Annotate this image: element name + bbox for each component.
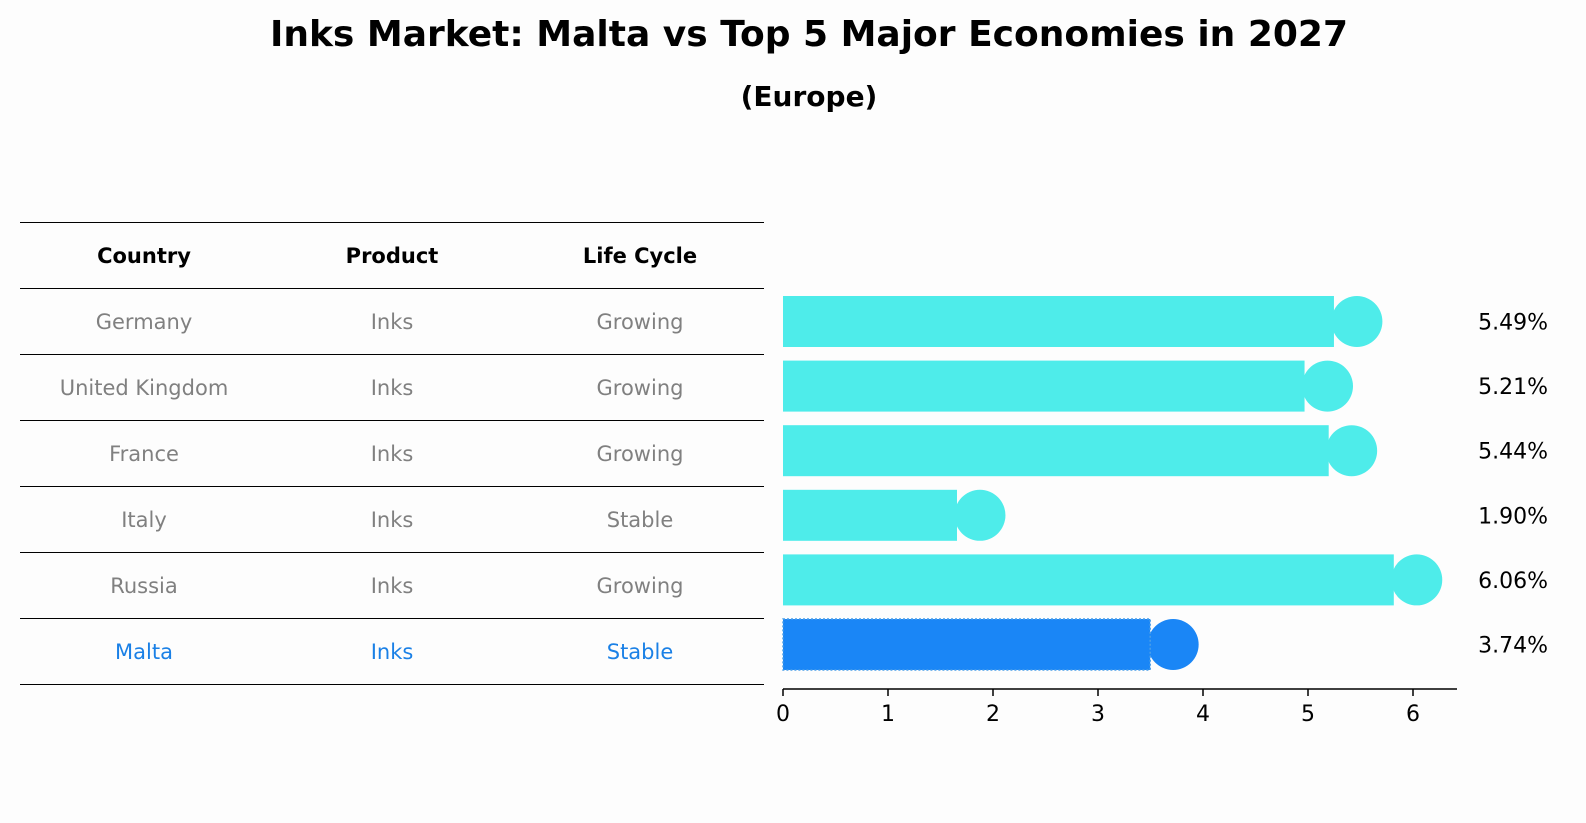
bar-value-label: 5.44%	[1478, 440, 1548, 465]
cell-product: Inks	[268, 486, 516, 553]
table-row-highlight: Malta Inks Stable	[20, 618, 764, 685]
cell-country: Germany	[20, 288, 268, 355]
cell-country: Italy	[20, 486, 268, 553]
bar-value-label: 1.90%	[1478, 504, 1548, 529]
x-tick-label: 3	[1091, 702, 1105, 727]
chart-title: Inks Market: Malta vs Top 5 Major Econom…	[269, 14, 1349, 55]
cell-product: Inks	[268, 288, 516, 355]
x-tick-label: 2	[986, 702, 1000, 727]
table-row: France Inks Growing	[20, 420, 764, 487]
bar-value-label: 5.49%	[1478, 311, 1548, 336]
cell-life-cycle: Stable	[516, 618, 764, 685]
cell-life-cycle: Growing	[516, 552, 764, 619]
bar-value-label: 6.06%	[1478, 569, 1548, 594]
bar-chart: 5.49% 5.21% 5.44% 1.90% 6.06% 3.74% 0 1 2 3 4 5 6	[776, 296, 1548, 727]
bar-value-label: 3.74%	[1478, 634, 1548, 659]
table-row: United Kingdom Inks Growing	[20, 354, 764, 421]
table-header-row: Country Product Life Cycle	[20, 222, 764, 289]
x-tick-label: 1	[881, 702, 895, 727]
table-row: Germany Inks Growing	[20, 288, 764, 355]
cell-product: Inks	[268, 552, 516, 619]
cell-product: Inks	[268, 354, 516, 421]
x-tick-label: 4	[1196, 702, 1210, 727]
cell-life-cycle: Growing	[516, 354, 764, 421]
cell-country: United Kingdom	[20, 354, 268, 421]
bar-france	[783, 425, 1378, 477]
cell-life-cycle: Growing	[516, 288, 764, 355]
data-table: Country Product Life Cycle Germany Inks …	[20, 222, 764, 685]
bar-value-label: 5.21%	[1478, 375, 1548, 400]
chart-subtitle: (Europe)	[740, 80, 878, 113]
x-tick-label: 5	[1301, 702, 1315, 727]
cell-life-cycle: Growing	[516, 420, 764, 487]
cell-product: Inks	[268, 618, 516, 685]
bar-italy	[783, 489, 1006, 541]
cell-life-cycle: Stable	[516, 486, 764, 553]
bar-germany	[783, 296, 1383, 347]
cell-country: France	[20, 420, 268, 487]
x-tick-label: 6	[1406, 702, 1420, 727]
cell-country: Russia	[20, 552, 268, 619]
cell-product: Inks	[268, 420, 516, 487]
table-row: Italy Inks Stable	[20, 486, 764, 553]
x-tick-label: 0	[776, 702, 790, 727]
header-life-cycle: Life Cycle	[516, 222, 764, 289]
cell-country: Malta	[20, 618, 268, 685]
bar-russia	[783, 554, 1443, 606]
header-country: Country	[20, 222, 268, 289]
table-row: Russia Inks Growing	[20, 552, 764, 619]
header-product: Product	[268, 222, 516, 289]
bar-united-kingdom	[783, 360, 1353, 412]
bar-malta	[782, 618, 1199, 671]
